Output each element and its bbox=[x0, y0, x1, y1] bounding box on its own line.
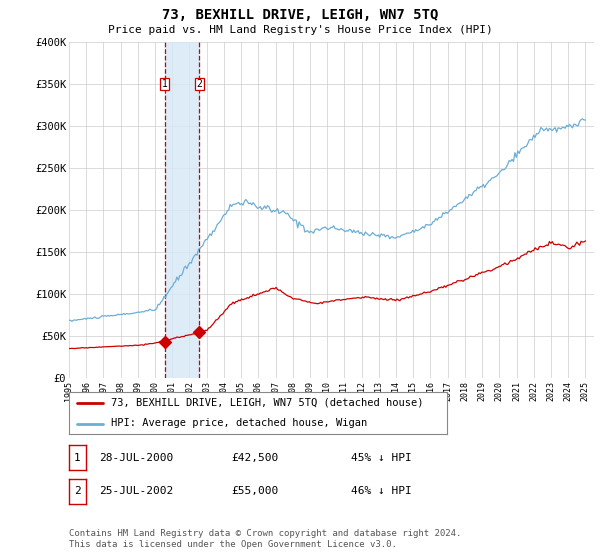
Text: Price paid vs. HM Land Registry's House Price Index (HPI): Price paid vs. HM Land Registry's House … bbox=[107, 25, 493, 35]
Text: 45% ↓ HPI: 45% ↓ HPI bbox=[351, 453, 412, 463]
Text: 73, BEXHILL DRIVE, LEIGH, WN7 5TQ (detached house): 73, BEXHILL DRIVE, LEIGH, WN7 5TQ (detac… bbox=[110, 398, 423, 408]
Text: 2: 2 bbox=[74, 487, 81, 496]
Text: HPI: Average price, detached house, Wigan: HPI: Average price, detached house, Wiga… bbox=[110, 418, 367, 428]
Text: 25-JUL-2002: 25-JUL-2002 bbox=[99, 487, 173, 496]
Text: 46% ↓ HPI: 46% ↓ HPI bbox=[351, 487, 412, 496]
Text: Contains HM Land Registry data © Crown copyright and database right 2024.
This d: Contains HM Land Registry data © Crown c… bbox=[69, 529, 461, 549]
Text: 2: 2 bbox=[196, 79, 202, 89]
Text: 1: 1 bbox=[74, 453, 81, 463]
Text: 1: 1 bbox=[162, 79, 168, 89]
Text: £55,000: £55,000 bbox=[231, 487, 278, 496]
Bar bbox=[165, 42, 199, 378]
Text: 73, BEXHILL DRIVE, LEIGH, WN7 5TQ: 73, BEXHILL DRIVE, LEIGH, WN7 5TQ bbox=[162, 8, 438, 22]
Text: £42,500: £42,500 bbox=[231, 453, 278, 463]
Text: 28-JUL-2000: 28-JUL-2000 bbox=[99, 453, 173, 463]
